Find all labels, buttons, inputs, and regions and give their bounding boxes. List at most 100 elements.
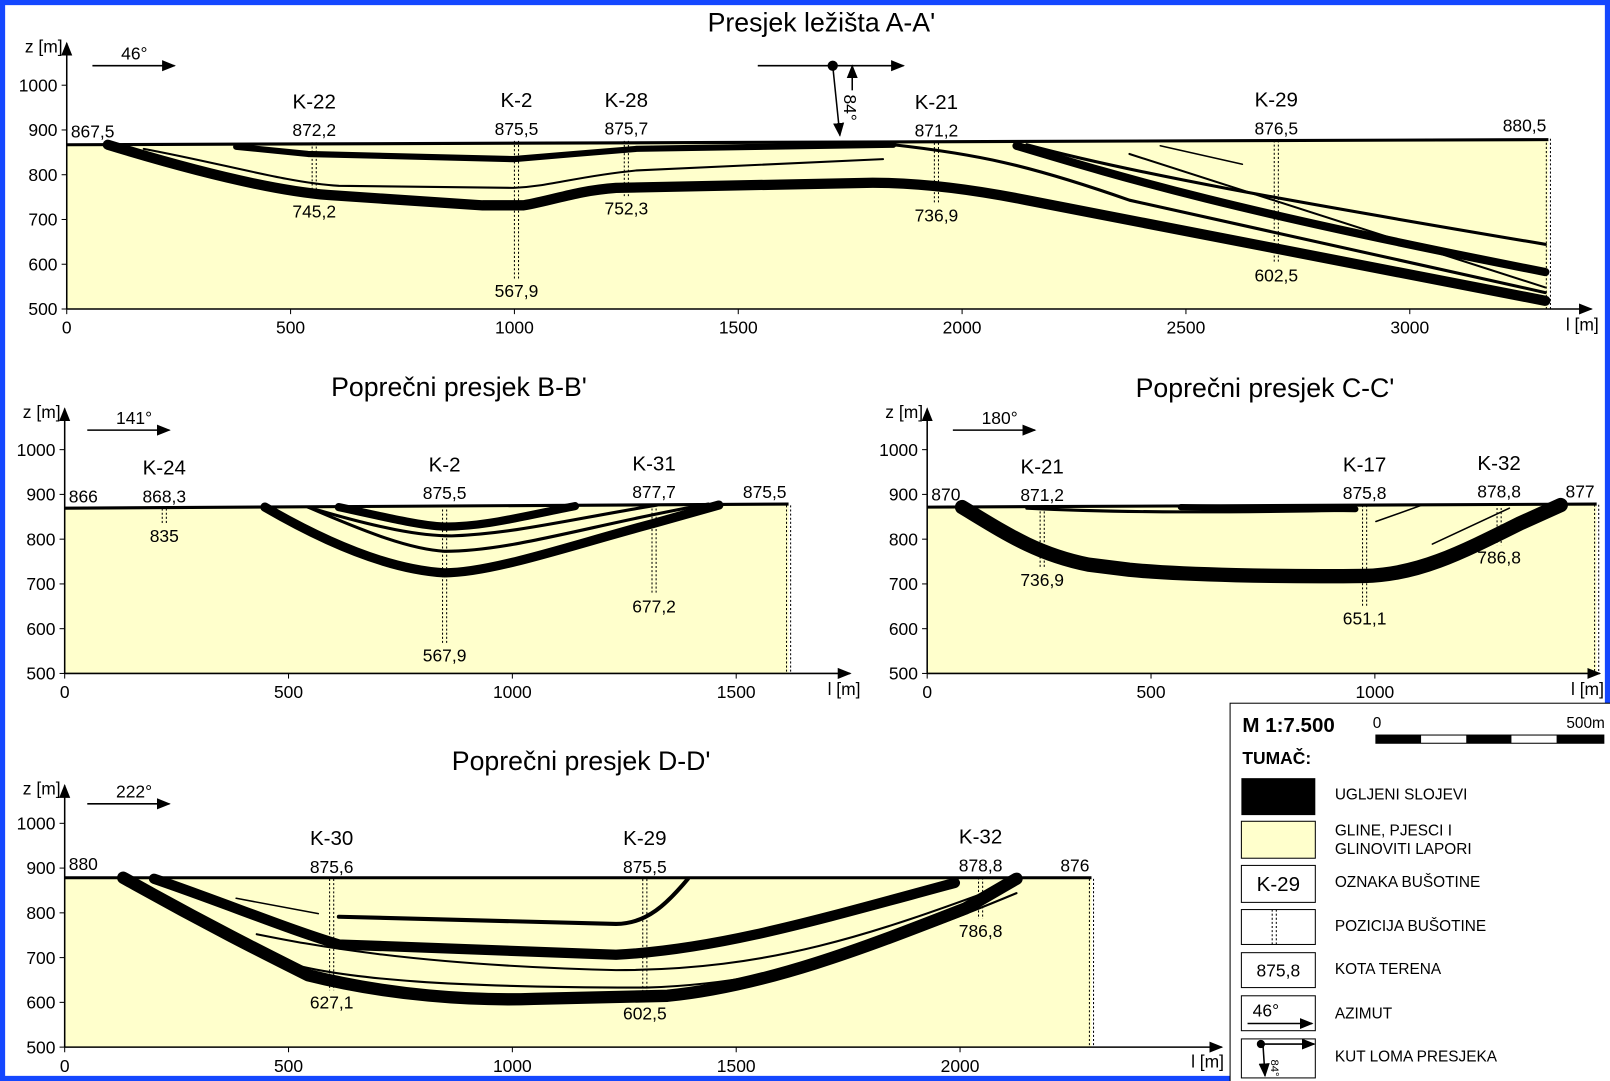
coal-seam (260, 500, 724, 578)
borehole-name: K-2 (429, 453, 461, 476)
borehole-name: K-32 (959, 826, 1002, 849)
legend-label: AZIMUT (1335, 1005, 1393, 1022)
geology-c (927, 497, 1597, 674)
l-tick-label: 0 (62, 318, 72, 338)
l-tick-label: 1000 (493, 682, 532, 702)
l-tick-label: 1500 (717, 1056, 756, 1076)
azimuth: 141° (116, 408, 152, 428)
coal-seam (235, 897, 320, 915)
z-tick-label: 500 (889, 664, 918, 684)
borehole-top: 878,8 (1477, 482, 1521, 502)
z-tick-label: 600 (26, 993, 55, 1013)
coal-seam (1128, 152, 1547, 289)
l-tick-label: 500 (274, 1056, 303, 1076)
borehole-top: 877,7 (632, 482, 676, 502)
z-tick-label: 700 (26, 574, 55, 594)
z-tick-label: 700 (889, 574, 918, 594)
l-tick-label: 500 (274, 682, 303, 702)
section-title: Poprečni presjek B-B' (331, 372, 587, 402)
coal-seam (255, 883, 1008, 972)
coal-seam (1159, 145, 1244, 166)
borehole-bottom: 602,5 (623, 1004, 667, 1024)
coal-swatch (1241, 778, 1316, 816)
l-tick-label: 2500 (1167, 318, 1206, 338)
z-tick-label: 900 (889, 485, 918, 505)
azimuth: 46° (121, 44, 147, 64)
l-tick-label: 1000 (493, 1056, 532, 1076)
geology-a (66, 138, 1551, 310)
clay-swatch (1240, 820, 1316, 859)
coal-seam (102, 139, 1551, 306)
l-tick-label: 0 (60, 682, 70, 702)
azimuth: 222° (116, 782, 152, 802)
l-tick-label: 0 (60, 1056, 70, 1076)
legend-label: GLINOVITI LAPORI (1335, 841, 1472, 858)
l-axis-label: l [m] (1566, 315, 1599, 335)
borehole-bottom: 786,8 (1477, 548, 1521, 568)
borehole-name: K-29 (623, 827, 666, 850)
borehole-top: 875,5 (423, 483, 467, 503)
legend-example: 46° (1253, 1000, 1279, 1020)
legend-label: OZNAKA BUŠOTINE (1335, 874, 1480, 891)
l-axis-label: l [m] (1571, 679, 1604, 699)
l-axis-label: l [m] (1191, 1052, 1224, 1072)
coal-seam (334, 502, 580, 531)
clay-fill (927, 504, 1597, 674)
z-tick-label: 600 (26, 619, 55, 639)
legend: M 1:7.500 0 500m TUMAČ: UGLJENI SLOJEVI … (1229, 702, 1610, 1081)
z-tick-label: 800 (889, 529, 918, 549)
coal-seam (1177, 504, 1359, 513)
borehole-top: 871,2 (915, 121, 959, 141)
z-tick-label: 1000 (17, 813, 56, 833)
scale-bar-block (1466, 735, 1512, 744)
terrain-elevation: 867,5 (71, 121, 115, 141)
scale-bar-block (1375, 735, 1422, 744)
legend-label: KUT LOMA PRESJEKA (1335, 1048, 1498, 1065)
l-tick-label: 2000 (943, 318, 982, 338)
symbol-box (1240, 864, 1316, 903)
borehole-name: K-30 (310, 827, 353, 850)
terrain-elevation: 877 (1566, 482, 1595, 502)
dip-symbol (1258, 1043, 1270, 1078)
borehole-top: 875,5 (623, 857, 667, 877)
symbol-box (1240, 952, 1316, 989)
terrain-line (927, 502, 1597, 509)
scale-bar-block (1556, 735, 1604, 744)
terrain-elevation: 875,5 (743, 482, 787, 502)
borehole-bottom: 627,1 (310, 993, 354, 1013)
borehole-top: 871,2 (1020, 485, 1064, 505)
legend-example: K-29 (1257, 873, 1300, 896)
coal-seam (142, 147, 885, 189)
geology-d (64, 871, 1092, 1048)
borehole-bottom: 567,9 (423, 646, 467, 666)
legend-example: 875,8 (1257, 960, 1301, 980)
coal-seam (233, 141, 897, 163)
borehole-name: K-2 (501, 89, 533, 112)
legend-label: POZICIJA BUŠOTINE (1335, 918, 1486, 935)
borehole-bottom: 786,8 (959, 921, 1003, 941)
z-tick-label: 800 (28, 165, 57, 185)
borehole-name: K-31 (632, 453, 675, 476)
coal-seam (306, 502, 711, 553)
borehole-top: 872,2 (292, 120, 336, 140)
z-tick-label: 600 (889, 619, 918, 639)
coal-seam (306, 503, 659, 538)
borehole-bottom: 651,1 (1343, 608, 1387, 628)
z-tick-label: 500 (28, 299, 57, 319)
coal-seam (1025, 143, 1547, 246)
legend-label: UGLJENI SLOJEVI (1335, 787, 1468, 804)
l-tick-label: 0 (922, 682, 932, 702)
coal-seam (954, 497, 1568, 584)
terrain-elevation: 880,5 (1503, 116, 1547, 136)
borehole-top: 878,8 (959, 855, 1003, 875)
terrain-line (64, 502, 789, 510)
z-axis-label: z [m] (885, 402, 923, 422)
scale-bar-start: 0 (1373, 715, 1382, 732)
borehole-name: K-32 (1477, 452, 1520, 475)
borehole-name: K-29 (1255, 89, 1298, 112)
scale: M 1:7.500 (1242, 714, 1334, 737)
z-tick-label: 700 (28, 210, 57, 230)
geology-b (64, 500, 789, 674)
borehole-bottom: 677,2 (632, 597, 676, 617)
